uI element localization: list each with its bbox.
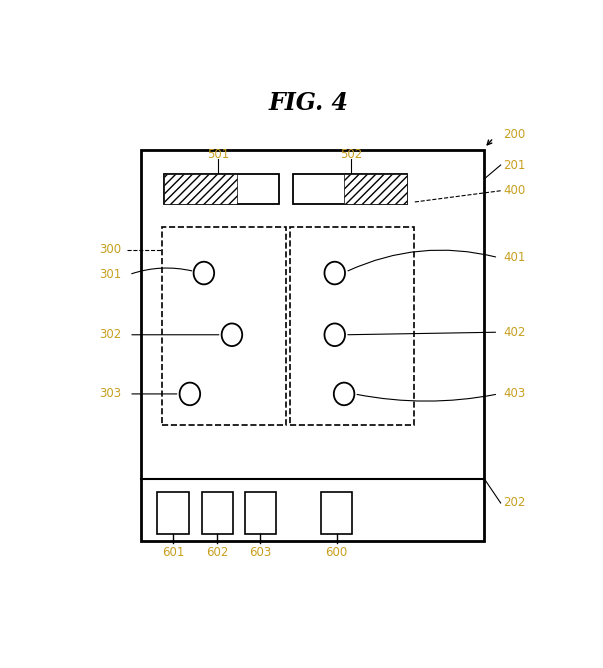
Bar	[344, 174, 407, 204]
Text: 300: 300	[99, 243, 121, 257]
Circle shape	[324, 262, 345, 285]
Bar	[245, 492, 276, 534]
Text: 601: 601	[162, 546, 185, 559]
Text: 603: 603	[249, 546, 271, 559]
Bar	[157, 492, 189, 534]
Text: 201: 201	[503, 158, 525, 172]
Text: FIG. 4: FIG. 4	[269, 92, 349, 116]
Text: 303: 303	[99, 387, 121, 400]
Text: 301: 301	[99, 268, 121, 281]
Bar	[164, 174, 279, 204]
Bar	[162, 226, 286, 425]
Circle shape	[222, 323, 242, 346]
Bar	[291, 226, 414, 425]
Bar	[141, 150, 484, 540]
Text: 401: 401	[503, 251, 525, 264]
Text: 502: 502	[340, 148, 362, 161]
Text: 302: 302	[99, 328, 121, 341]
Text: 202: 202	[503, 496, 525, 510]
Circle shape	[180, 383, 200, 405]
Circle shape	[194, 262, 214, 285]
Circle shape	[324, 323, 345, 346]
Bar	[201, 492, 233, 534]
Text: 400: 400	[503, 184, 525, 197]
Text: 501: 501	[207, 148, 229, 161]
Text: 600: 600	[326, 546, 348, 559]
Bar	[321, 492, 353, 534]
Text: 200: 200	[503, 128, 525, 141]
Circle shape	[334, 383, 355, 405]
Bar	[164, 174, 236, 204]
Text: 602: 602	[206, 546, 229, 559]
Text: 403: 403	[503, 387, 525, 400]
Bar	[292, 174, 407, 204]
Text: 402: 402	[503, 326, 525, 339]
